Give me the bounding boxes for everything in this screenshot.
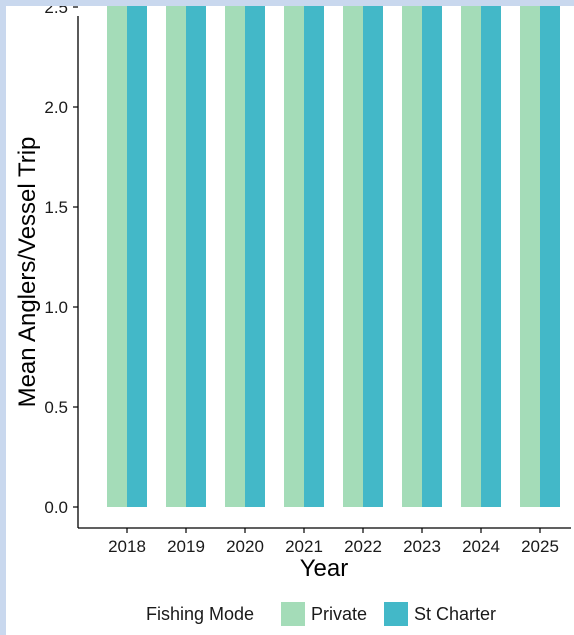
x-tick-label: 2023 — [403, 537, 441, 556]
y-tick-label: 0.0 — [44, 498, 68, 517]
bar-private-2020 — [225, 6, 245, 507]
bar-st-charter-2020 — [245, 6, 265, 507]
legend: Fishing Mode Private St Charter — [146, 602, 496, 626]
bar-st-charter-2023 — [422, 6, 442, 507]
bars-layer — [107, 6, 560, 507]
x-tick-label: 2019 — [167, 537, 205, 556]
bar-private-2019 — [166, 6, 186, 507]
y-axis-title: Mean Anglers/Vessel Trip — [14, 137, 41, 408]
bar-private-2025 — [520, 6, 540, 507]
bar-st-charter-2025 — [540, 6, 560, 507]
bar-private-2024 — [461, 6, 481, 507]
legend-swatch-private — [281, 602, 305, 626]
bar-st-charter-2022 — [363, 6, 383, 507]
x-tick-label: 2021 — [285, 537, 323, 556]
y-tick-label: 1.5 — [44, 198, 68, 217]
x-tick-label: 2022 — [344, 537, 382, 556]
bar-st-charter-2019 — [186, 6, 206, 507]
bar-private-2018 — [107, 6, 127, 507]
bar-private-2021 — [284, 6, 304, 507]
bar-chart: 0.00.51.01.52.02.53.03.54.04.5 201820192… — [14, 6, 571, 626]
bar-private-2023 — [402, 6, 422, 507]
x-tick-label: 2020 — [226, 537, 264, 556]
x-tick-label: 2024 — [462, 537, 500, 556]
x-tick-label: 2018 — [108, 537, 146, 556]
chart-frame: 0.00.51.01.52.02.53.03.54.04.5 201820192… — [6, 6, 574, 635]
bar-private-2022 — [343, 6, 363, 507]
y-tick-label: 2.0 — [44, 98, 68, 117]
legend-label-st-charter: St Charter — [414, 604, 496, 624]
y-tick-label: 1.0 — [44, 298, 68, 317]
bar-st-charter-2024 — [481, 6, 501, 507]
legend-label-private: Private — [311, 604, 367, 624]
x-ticks: 2018 2019 2020 2021 2022 2023 2024 2025 — [108, 528, 559, 556]
x-axis-title: Year — [300, 555, 349, 582]
legend-swatch-st-charter — [384, 602, 408, 626]
x-tick-label: 2025 — [521, 537, 559, 556]
y-tick-label: 2.5 — [44, 6, 68, 17]
bar-st-charter-2021 — [304, 6, 324, 507]
legend-title: Fishing Mode — [146, 604, 254, 624]
bar-st-charter-2018 — [127, 6, 147, 507]
y-tick-label: 0.5 — [44, 398, 68, 417]
y-ticks: 0.00.51.01.52.02.53.03.54.04.5 — [44, 6, 78, 517]
